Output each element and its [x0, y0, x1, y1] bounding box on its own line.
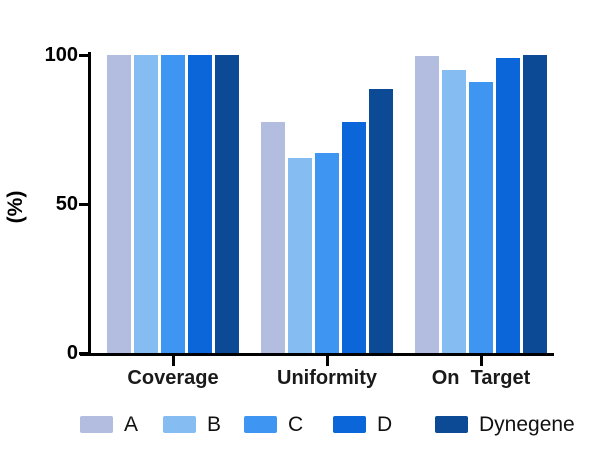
bar-coverage-dynegene: [215, 55, 239, 353]
x-tick-mark-on-target: [479, 356, 483, 366]
legend-label-dynegene: Dynegene: [479, 413, 575, 436]
bar-uniformity-d: [342, 122, 366, 353]
y-axis-title: (%): [4, 190, 27, 224]
x-tick-label-on-target: On Target: [431, 367, 531, 389]
bar-coverage-d: [188, 55, 212, 353]
legend-swatch-c: [244, 416, 277, 433]
bar-uniformity-dynegene: [369, 89, 393, 353]
legend-label-c: C: [288, 413, 304, 436]
y-axis-line: [88, 52, 91, 356]
bar-coverage-a: [107, 55, 131, 353]
legend-swatch-a: [80, 416, 113, 433]
y-tick-label-0: 0: [66, 342, 78, 364]
x-axis-line: [80, 353, 554, 356]
bar-on-target-dynegene: [523, 55, 547, 353]
y-tick-label-100: 100: [44, 44, 78, 66]
bar-on-target-a: [415, 56, 439, 353]
legend-swatch-b: [163, 416, 196, 433]
y-tick-mark-100: [79, 53, 89, 57]
y-tick-label-50: 50: [55, 193, 78, 215]
x-tick-label-uniformity: Uniformity: [277, 367, 377, 389]
bar-uniformity-c: [315, 153, 339, 353]
bar-on-target-d: [496, 57, 520, 353]
legend-label-b: B: [207, 413, 222, 436]
bar-uniformity-a: [261, 122, 285, 353]
bar-uniformity-b: [288, 157, 312, 353]
legend-swatch-dynegene: [435, 416, 468, 433]
legend-label-a: A: [124, 413, 139, 436]
y-tick-mark-0: [79, 351, 89, 355]
legend-swatch-d: [333, 416, 366, 433]
x-tick-label-coverage: Coverage: [127, 367, 219, 389]
x-tick-mark-uniformity: [325, 356, 329, 366]
bar-coverage-b: [134, 55, 158, 353]
x-tick-mark-coverage: [171, 356, 175, 366]
bar-on-target-b: [442, 69, 466, 353]
y-tick-mark-50: [79, 202, 89, 206]
bar-on-target-c: [469, 81, 493, 353]
bar-coverage-c: [161, 55, 185, 353]
legend-label-d: D: [377, 413, 393, 436]
